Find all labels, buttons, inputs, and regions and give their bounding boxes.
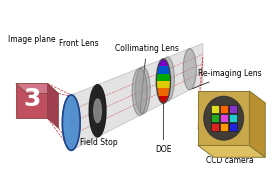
Bar bbox=[156, 74, 170, 81]
Bar bbox=[211, 114, 219, 122]
Polygon shape bbox=[16, 84, 48, 118]
Polygon shape bbox=[249, 91, 265, 157]
Polygon shape bbox=[198, 145, 265, 157]
Bar bbox=[220, 114, 228, 122]
Bar bbox=[156, 89, 170, 96]
Ellipse shape bbox=[62, 95, 80, 150]
Bar bbox=[156, 66, 170, 74]
Text: Image plane: Image plane bbox=[8, 35, 56, 44]
Polygon shape bbox=[48, 84, 58, 128]
Text: DOE: DOE bbox=[155, 62, 172, 154]
Bar bbox=[229, 123, 237, 131]
Text: CCD camera: CCD camera bbox=[206, 156, 254, 165]
Bar bbox=[229, 105, 237, 113]
Text: 3: 3 bbox=[23, 87, 40, 111]
Text: Front Lens: Front Lens bbox=[59, 39, 99, 48]
Polygon shape bbox=[71, 43, 203, 150]
Bar bbox=[211, 105, 219, 113]
Ellipse shape bbox=[94, 99, 101, 123]
Ellipse shape bbox=[204, 96, 244, 140]
Ellipse shape bbox=[183, 49, 196, 90]
Bar bbox=[156, 81, 170, 89]
Polygon shape bbox=[16, 84, 58, 93]
Bar bbox=[229, 114, 237, 122]
Ellipse shape bbox=[89, 85, 106, 137]
Bar bbox=[220, 123, 228, 131]
Bar bbox=[156, 59, 170, 66]
Ellipse shape bbox=[160, 57, 175, 101]
Text: Field Stop: Field Stop bbox=[80, 87, 118, 148]
Ellipse shape bbox=[132, 68, 147, 115]
Polygon shape bbox=[198, 91, 249, 145]
Text: Collimating Lens: Collimating Lens bbox=[115, 44, 178, 113]
Ellipse shape bbox=[135, 67, 150, 114]
Bar bbox=[156, 96, 170, 103]
Bar bbox=[211, 123, 219, 131]
Bar bbox=[220, 105, 228, 113]
Text: Re-imaging Lens: Re-imaging Lens bbox=[192, 69, 262, 89]
